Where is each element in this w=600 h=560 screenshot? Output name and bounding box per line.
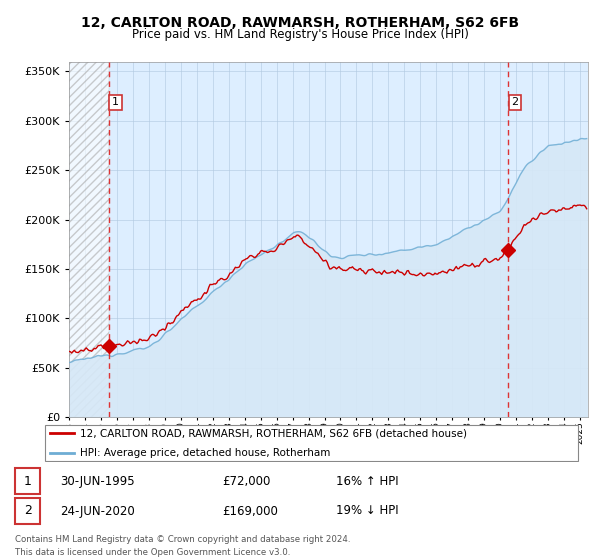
Text: 30-JUN-1995: 30-JUN-1995 (60, 475, 134, 488)
Text: 1: 1 (112, 97, 119, 108)
Text: 12, CARLTON ROAD, RAWMARSH, ROTHERHAM, S62 6FB (detached house): 12, CARLTON ROAD, RAWMARSH, ROTHERHAM, S… (80, 428, 467, 438)
Text: 2: 2 (23, 505, 32, 517)
Text: Contains HM Land Registry data © Crown copyright and database right 2024.
This d: Contains HM Land Registry data © Crown c… (15, 535, 350, 557)
FancyBboxPatch shape (45, 424, 578, 461)
Text: Price paid vs. HM Land Registry's House Price Index (HPI): Price paid vs. HM Land Registry's House … (131, 28, 469, 41)
Text: 19% ↓ HPI: 19% ↓ HPI (336, 505, 398, 517)
Text: 24-JUN-2020: 24-JUN-2020 (60, 505, 135, 517)
FancyBboxPatch shape (15, 498, 40, 524)
Text: £72,000: £72,000 (222, 475, 271, 488)
Text: 12, CARLTON ROAD, RAWMARSH, ROTHERHAM, S62 6FB: 12, CARLTON ROAD, RAWMARSH, ROTHERHAM, S… (81, 16, 519, 30)
Bar (69, 62, 109, 417)
Text: 16% ↑ HPI: 16% ↑ HPI (336, 475, 398, 488)
Text: 1: 1 (23, 475, 32, 488)
Text: 2: 2 (511, 97, 518, 108)
Text: HPI: Average price, detached house, Rotherham: HPI: Average price, detached house, Roth… (80, 448, 330, 458)
Text: £169,000: £169,000 (222, 505, 278, 517)
FancyBboxPatch shape (15, 469, 40, 494)
